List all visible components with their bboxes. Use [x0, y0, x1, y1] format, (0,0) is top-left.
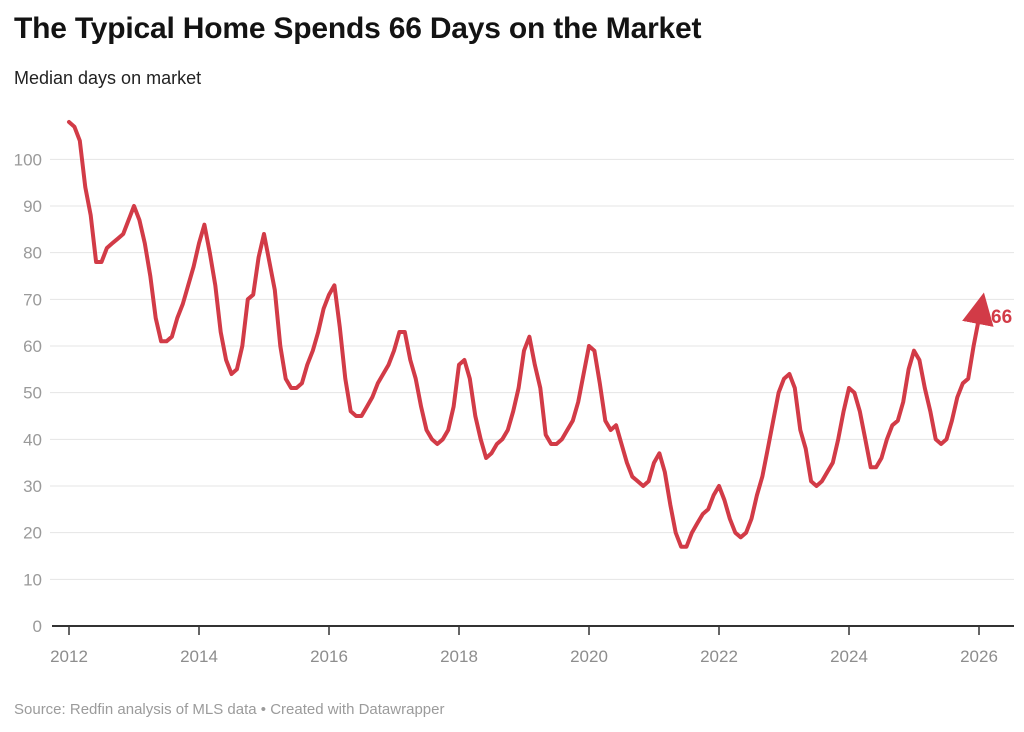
y-axis-label: 90 [23, 197, 42, 216]
x-axis-labels: 2012 2014 2016 2018 2020 2022 2024 2026 [50, 647, 998, 666]
y-axis-label: 80 [23, 244, 42, 263]
x-axis-label: 2024 [830, 647, 868, 666]
latest-value-label: 66 [991, 307, 1013, 328]
x-axis-label: 2012 [50, 647, 88, 666]
y-axis-labels: 0 10 20 30 40 50 60 70 80 90 100 [14, 150, 42, 636]
x-axis-label: 2018 [440, 647, 478, 666]
x-axis-label: 2026 [960, 647, 998, 666]
chart-subtitle: Median days on market [14, 68, 202, 88]
gridlines [50, 158, 1014, 580]
y-axis-label: 0 [33, 617, 42, 636]
y-axis-label: 40 [23, 430, 42, 449]
chart-title: The Typical Home Spends 66 Days on the M… [14, 12, 702, 45]
x-axis-label: 2022 [700, 647, 738, 666]
y-axis-label: 10 [23, 570, 42, 589]
source-attribution: Source: Redfin analysis of MLS data • Cr… [14, 701, 445, 718]
median-days-line-series [67, 120, 994, 549]
x-axis-label: 2020 [570, 647, 608, 666]
y-axis-label: 30 [23, 477, 42, 496]
y-axis-label: 60 [23, 337, 42, 356]
x-axis [52, 625, 1014, 635]
y-axis-label: 20 [23, 524, 42, 543]
y-axis-label: 70 [23, 290, 42, 309]
y-axis-label: 50 [23, 384, 42, 403]
x-axis-label: 2014 [180, 647, 218, 666]
x-axis-label: 2016 [310, 647, 348, 666]
y-axis-label: 100 [14, 150, 42, 169]
